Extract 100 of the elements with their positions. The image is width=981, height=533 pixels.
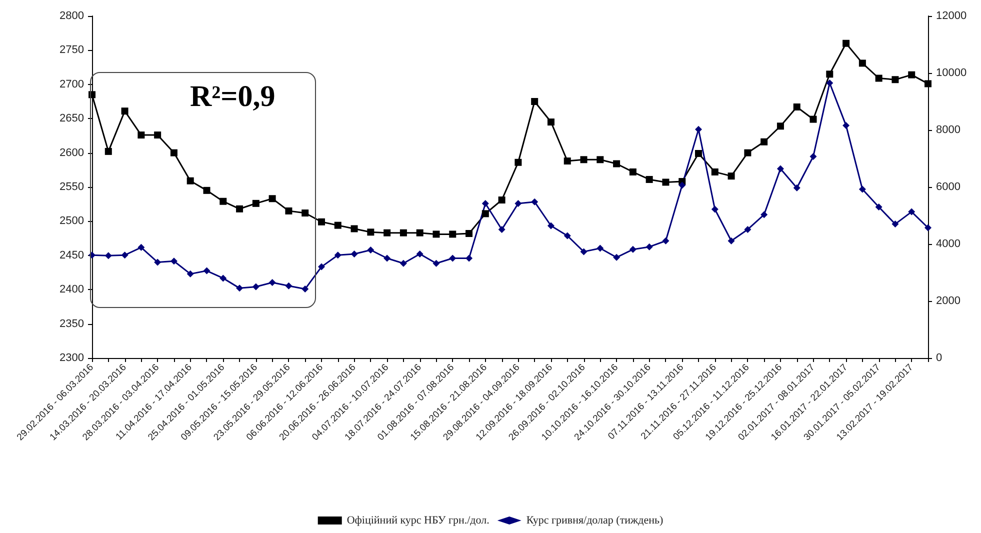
point	[629, 168, 636, 176]
point	[252, 283, 260, 290]
point	[711, 206, 718, 213]
point	[285, 282, 292, 290]
y2-tick-label: 12000	[936, 10, 967, 22]
point	[531, 198, 538, 206]
point	[449, 254, 456, 262]
point	[875, 203, 882, 210]
point	[236, 205, 244, 212]
point	[252, 200, 260, 207]
point	[334, 252, 342, 259]
point	[547, 222, 554, 230]
point	[268, 278, 276, 286]
point	[121, 108, 128, 115]
point	[318, 263, 325, 270]
point	[646, 243, 653, 250]
point	[203, 186, 210, 194]
point	[302, 286, 309, 293]
point	[892, 76, 899, 84]
point	[482, 210, 489, 218]
point	[793, 103, 800, 110]
y-tick-label: 2450	[60, 249, 84, 262]
point	[776, 122, 784, 130]
point	[728, 237, 735, 244]
point	[908, 71, 916, 78]
point	[416, 250, 424, 258]
point	[711, 168, 718, 176]
point	[285, 207, 292, 214]
point	[826, 70, 834, 78]
y2-tick-label: 4000	[936, 238, 960, 250]
point	[547, 118, 554, 126]
point	[350, 250, 358, 258]
y-tick-label: 2550	[60, 181, 84, 193]
y-tick-label: 2650	[60, 112, 84, 125]
y2-tick-label: 2000	[936, 295, 960, 307]
point	[858, 186, 866, 193]
y-tick-label: 2300	[60, 352, 84, 364]
point	[302, 209, 309, 216]
y2-tick-label: 8000	[936, 124, 960, 136]
point	[498, 226, 506, 233]
point	[744, 226, 752, 233]
point	[858, 60, 866, 67]
point	[564, 158, 571, 165]
point	[678, 182, 686, 189]
point	[154, 132, 162, 139]
annotation: R²=0,9	[190, 80, 276, 114]
point	[121, 252, 128, 259]
point	[104, 252, 112, 260]
legend-label: Офіційний курс НБУ грн./дол.	[346, 514, 490, 526]
point	[810, 153, 817, 160]
point	[170, 258, 178, 265]
point	[186, 270, 194, 278]
point	[367, 246, 374, 254]
point	[776, 165, 784, 172]
point	[514, 158, 522, 166]
point	[514, 200, 522, 208]
point	[580, 156, 588, 164]
point	[236, 284, 244, 292]
point	[531, 98, 538, 105]
point	[186, 177, 194, 184]
point	[449, 230, 456, 238]
point	[154, 258, 162, 266]
point	[662, 178, 670, 186]
point	[613, 160, 620, 168]
point	[466, 230, 473, 238]
point	[596, 244, 604, 252]
point	[203, 267, 210, 274]
point	[138, 132, 145, 139]
point	[400, 229, 407, 236]
point	[400, 260, 407, 267]
y2-tick-label: 0	[936, 352, 942, 364]
point	[498, 196, 506, 204]
point	[892, 220, 899, 228]
point	[842, 40, 850, 47]
point	[793, 184, 800, 192]
point	[432, 230, 440, 238]
y-tick-label: 2750	[60, 44, 84, 56]
point	[580, 248, 588, 256]
point	[760, 211, 768, 218]
point	[384, 229, 391, 236]
point	[924, 224, 932, 232]
point	[596, 156, 604, 164]
y2-tick-label: 6000	[936, 181, 960, 193]
point	[744, 149, 752, 156]
point	[220, 274, 227, 282]
point	[908, 208, 916, 216]
point	[220, 198, 227, 205]
point	[728, 172, 735, 180]
y-tick-label: 2400	[60, 284, 84, 296]
y-tick-label: 2800	[60, 10, 84, 22]
point	[564, 232, 571, 240]
point	[613, 254, 620, 261]
point	[350, 225, 358, 232]
point	[416, 229, 424, 236]
point	[826, 79, 834, 86]
point	[367, 228, 374, 236]
y2-tick-label: 10000	[936, 67, 967, 79]
point	[170, 149, 178, 156]
point	[810, 116, 817, 123]
point	[432, 260, 440, 267]
